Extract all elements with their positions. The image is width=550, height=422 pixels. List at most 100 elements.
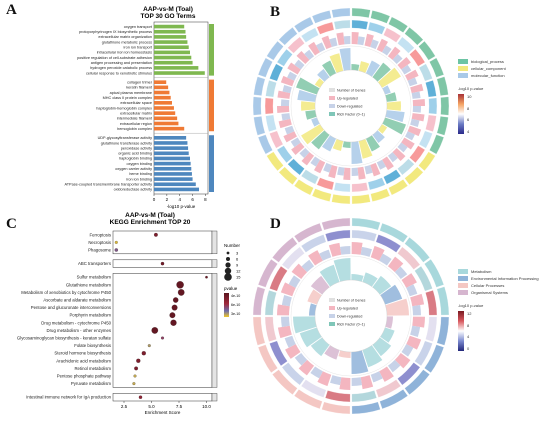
rich-factor-bar — [351, 350, 369, 374]
down-regulated-bar — [412, 106, 421, 113]
pathway-label: Ferroptosis — [90, 232, 112, 237]
pvalue-segment — [300, 234, 327, 253]
x-tick-label: 4 — [178, 197, 181, 202]
scale-tick: 10 — [467, 94, 472, 99]
category-segment — [253, 116, 266, 136]
size-legend-label: 9 — [236, 263, 239, 268]
legend-label: biological_process — [471, 59, 504, 64]
color-legend-label: 6e-10 — [231, 303, 240, 307]
up-regulated-bar — [336, 32, 345, 46]
chart-title: AAP-vs-M (Toal) — [143, 6, 193, 13]
pvalue-segment — [325, 229, 351, 242]
rich-factor-bar — [299, 327, 322, 348]
scale-tick: 4 — [467, 334, 470, 340]
inner-legend-label: Down-regulated — [337, 105, 362, 109]
enrichment-dot — [161, 336, 165, 340]
inner-legend-swatch — [329, 306, 335, 310]
rich-factor-bar — [351, 274, 364, 282]
bar-label: oxygen transport — [124, 25, 153, 29]
bar-label: iron ion transport — [124, 46, 153, 50]
up-regulated-bar — [360, 375, 374, 390]
bar-label: intermediate filament — [117, 117, 153, 121]
category-segment — [278, 166, 298, 185]
size-legend-dot — [226, 257, 230, 261]
pathway-label: Necroptosis — [88, 240, 111, 245]
down-regulated-bar — [329, 37, 338, 48]
pvalue-segment — [325, 390, 351, 403]
pvalue-segment — [425, 316, 438, 342]
down-regulated-bar — [379, 253, 392, 266]
pvalue-segment — [409, 145, 426, 164]
legend-swatch — [458, 269, 468, 274]
pvalue-segment — [425, 290, 438, 316]
category-segment — [379, 389, 409, 410]
bar — [154, 136, 187, 140]
up-regulated-bar — [412, 316, 425, 328]
down-regulated-bar — [370, 39, 379, 50]
go-bar-chart: AAP-vs-M (Toal)TOP 30 GO Terms oxygen tra… — [64, 6, 214, 209]
inner-legend-swatch — [329, 96, 335, 100]
down-regulated-bar — [284, 335, 296, 348]
bar-label: UDP-glycosyltransferase activity — [98, 136, 153, 140]
down-regulated-bar — [406, 284, 418, 297]
kegg-dot-chart: AAP-vs-M (Toal)KEGG Enrichment TOP 20 Fer… — [17, 212, 241, 415]
bar — [154, 172, 192, 176]
legend-item-env: Environmental Information Processing — [458, 275, 539, 282]
up-regulated-bar — [291, 263, 308, 280]
down-regulated-bar — [299, 147, 310, 159]
x-tick-label: 6 — [191, 197, 194, 202]
pvalue-segment — [264, 316, 277, 342]
legend-label: Environmental Information Processing — [471, 276, 539, 281]
up-regulated-bar — [280, 282, 296, 297]
size-legend-dot — [224, 267, 232, 275]
pathway-label: Drug metabolism - cytochrome P450 — [41, 320, 111, 325]
category-segment — [404, 369, 430, 395]
category-segment — [331, 7, 351, 18]
bar-label: apical plasma membrane — [110, 91, 152, 95]
pathway-label: ABC transporters — [78, 261, 111, 266]
category-segment — [311, 10, 332, 24]
down-regulated-bar — [401, 344, 414, 357]
up-regulated-bar — [280, 75, 295, 87]
rich-factor-bar — [377, 67, 401, 88]
pvalue-segment — [397, 158, 415, 176]
category-segment — [266, 40, 284, 61]
up-regulated-bar — [283, 131, 297, 143]
color-legend-label: 3e-10 — [231, 312, 240, 316]
down-regulated-bar — [382, 45, 392, 56]
rich-factor-bar — [385, 316, 393, 329]
down-regulated-bar — [410, 325, 421, 337]
up-regulated-bar — [382, 156, 394, 171]
category-segment — [293, 179, 314, 196]
facet-frame — [112, 273, 213, 388]
category-segment — [436, 116, 449, 136]
up-regulated-bar — [387, 46, 401, 60]
bar — [154, 90, 170, 95]
bar — [154, 182, 196, 187]
down-regulated-bar — [310, 366, 323, 379]
bar — [154, 156, 190, 161]
category-segment — [293, 389, 323, 410]
rich-factor-bar — [296, 77, 320, 95]
pvalue-segment — [316, 177, 335, 191]
down-regulated-bar — [340, 246, 351, 255]
panel-label-c: C — [6, 216, 17, 232]
bar — [154, 45, 189, 50]
pvalue-segment — [300, 379, 327, 398]
category-segment — [293, 222, 323, 243]
down-regulated-bar — [281, 99, 290, 106]
enrichment-dot — [170, 319, 177, 326]
legend-label: molecular_function — [471, 73, 505, 78]
up-regulated-bar — [405, 69, 419, 81]
x-tick-label: 2.5 — [121, 404, 128, 409]
down-regulated-bar — [281, 295, 292, 307]
bar — [154, 166, 192, 171]
pathway-label: Glutathione metabolism — [66, 282, 112, 287]
panel-label-b: B — [270, 4, 281, 20]
down-regulated-bar — [319, 249, 332, 261]
up-regulated-bar — [296, 51, 310, 65]
rich-factor-bar — [380, 284, 403, 305]
bar — [154, 161, 191, 166]
down-regulated-bar — [343, 36, 351, 45]
rich-factor-bar — [385, 92, 397, 102]
